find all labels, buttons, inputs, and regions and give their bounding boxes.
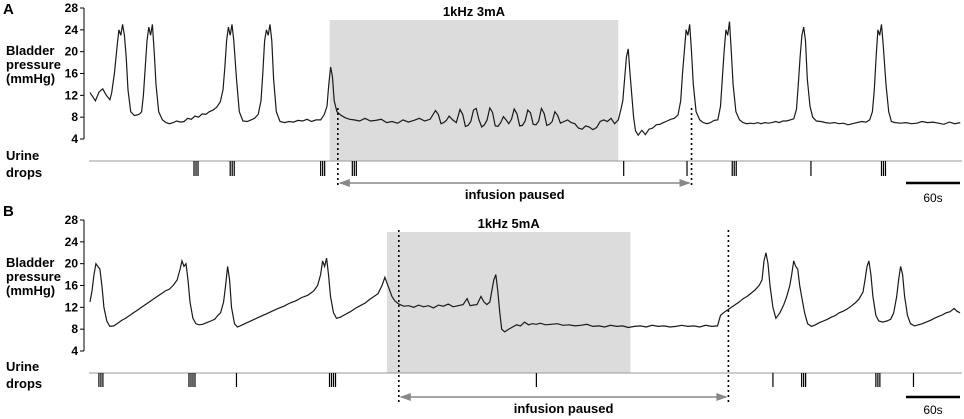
infusion-paused-label-b: infusion paused	[514, 401, 614, 416]
arrow-head	[399, 393, 411, 401]
panel-letter-a: A	[3, 1, 14, 18]
y-axis-title-a: Bladder pressure (mmHg)	[6, 43, 61, 86]
y-axis-title-line: Bladder	[6, 255, 54, 270]
y-axis-title-line: (mmHg)	[6, 283, 55, 298]
y-tick-label: 8	[71, 110, 78, 124]
arrow-head	[679, 179, 691, 187]
y-ticks-b: 4 8 12 16 20 24 28	[65, 213, 84, 358]
infusion-paused-label-a: infusion paused	[465, 187, 565, 202]
infusion-paused-arrow-a	[338, 179, 691, 187]
y-tick-label: 16	[65, 67, 79, 81]
y-axis-title-b: Bladder pressure (mmHg)	[6, 255, 61, 298]
urine-label-a: Urine drops	[6, 148, 42, 180]
y-tick-label: 20	[65, 257, 79, 271]
y-axis-title-line: pressure	[6, 269, 61, 284]
urine-label-line: Urine	[6, 359, 39, 374]
panel-a: 1kHz 3mA A Bladder pressure (mmHg) 4 8 12 1…	[3, 1, 962, 205]
y-tick-label: 12	[65, 300, 79, 314]
y-tick-label: 16	[65, 279, 79, 293]
urine-label-b: Urine drops	[6, 359, 42, 391]
panel-letter-b: B	[3, 203, 14, 220]
y-tick-label: 4	[71, 344, 78, 358]
arrow-head	[716, 393, 728, 401]
pressure-trace-b	[89, 252, 961, 333]
stim-window-a	[329, 20, 619, 161]
stim-window-b	[386, 232, 631, 373]
y-tick-label: 24	[65, 23, 79, 37]
y-axis-title-line: pressure	[6, 57, 61, 72]
scale-bar-label-b: 60s	[923, 403, 942, 417]
urine-drops-b	[98, 373, 915, 387]
scale-bar-label-a: 60s	[923, 191, 942, 205]
panel-b: 1kHz 5mA B Bladder pressure (mmHg) 4 8 12 1…	[3, 203, 962, 417]
y-axis-title-line: Bladder	[6, 43, 54, 58]
infusion-paused-arrow-b	[399, 393, 728, 401]
stim-label-a: 1kHz 3mA	[443, 4, 506, 19]
y-axis-title-line: (mmHg)	[6, 71, 55, 86]
y-tick-label: 4	[71, 132, 78, 146]
arrow-head	[338, 179, 350, 187]
urine-label-line: drops	[6, 376, 42, 391]
urine-label-line: Urine	[6, 148, 39, 163]
y-tick-label: 24	[65, 235, 79, 249]
pressure-trace-a	[89, 21, 961, 137]
y-tick-label: 28	[65, 1, 79, 15]
y-tick-label: 12	[65, 88, 79, 102]
y-tick-label: 20	[65, 45, 79, 59]
y-tick-label: 8	[71, 322, 78, 336]
y-ticks-a: 4 8 12 16 20 24 28	[65, 1, 84, 146]
stim-label-b: 1kHz 5mA	[478, 216, 541, 231]
urine-drops-a	[193, 161, 887, 176]
urine-label-line: drops	[6, 165, 42, 180]
y-tick-label: 28	[65, 213, 79, 227]
